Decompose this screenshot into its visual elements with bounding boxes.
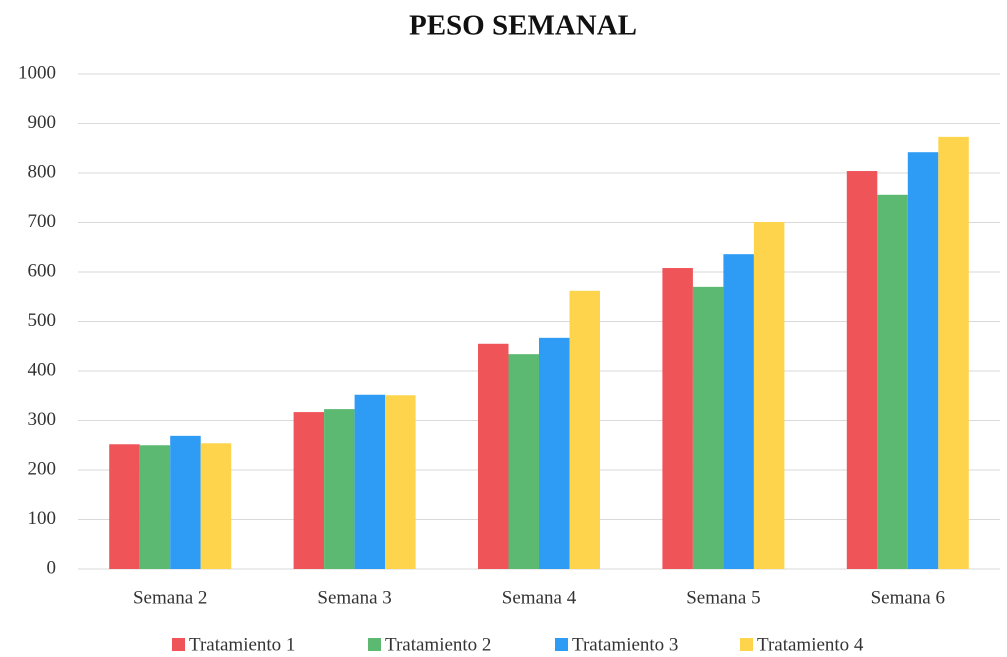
legend-swatch [368, 638, 381, 651]
bar [662, 268, 693, 569]
bar [938, 136, 969, 570]
y-tick-label: 700 [28, 211, 57, 232]
legend-swatch [555, 638, 568, 651]
x-tick-label: Semana 6 [871, 587, 945, 608]
bar [508, 354, 539, 569]
y-tick-label: 500 [28, 310, 57, 331]
bar [753, 222, 785, 569]
bar [846, 171, 878, 569]
y-tick-label: 200 [28, 458, 57, 479]
bar [354, 394, 386, 569]
bar [170, 435, 201, 569]
legend-label: Tratamiento 1 [189, 634, 295, 655]
bar [293, 412, 325, 569]
legend-swatch [172, 638, 185, 651]
bar [569, 290, 600, 569]
chart-title: PESO SEMANAL [409, 10, 637, 42]
y-tick-label: 900 [28, 112, 57, 133]
bar [139, 445, 171, 569]
legend-label: Tratamiento 2 [385, 634, 491, 655]
y-tick-label: 0 [47, 557, 57, 578]
bar [877, 194, 908, 569]
bar [478, 343, 509, 569]
y-tick-label: 300 [28, 409, 57, 430]
x-tick-label: Semana 2 [133, 587, 207, 608]
x-tick-label: Semana 3 [317, 587, 391, 608]
bar [692, 286, 724, 569]
bar [907, 152, 939, 569]
bar [723, 254, 754, 569]
y-tick-label: 1000 [18, 62, 56, 83]
x-tick-label: Semana 5 [686, 587, 760, 608]
y-tick-label: 600 [28, 260, 57, 281]
bar [324, 409, 355, 569]
y-tick-label: 100 [28, 508, 57, 529]
bar [539, 337, 570, 569]
legend-swatch [740, 638, 753, 651]
x-tick-label: Semana 4 [502, 587, 577, 608]
bar [109, 444, 140, 569]
bar [200, 443, 232, 569]
y-tick-label: 800 [28, 161, 57, 182]
legend-label: Tratamiento 3 [572, 634, 678, 655]
bar [385, 395, 416, 569]
y-tick-label: 400 [28, 359, 57, 380]
legend-label: Tratamiento 4 [757, 634, 864, 655]
